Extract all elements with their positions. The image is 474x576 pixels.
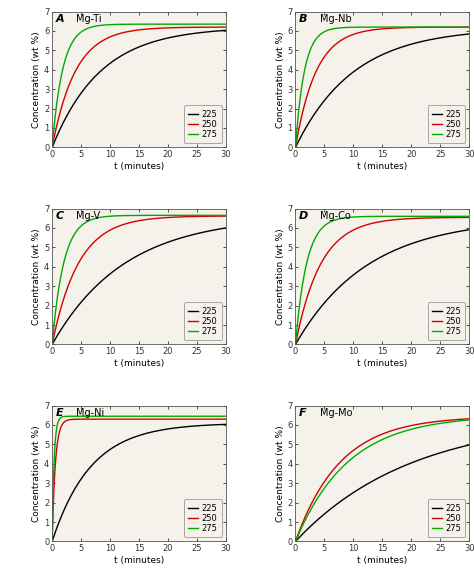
- Y-axis label: Concentration (wt %): Concentration (wt %): [275, 31, 284, 128]
- Legend: 225, 250, 275: 225, 250, 275: [184, 105, 222, 143]
- Y-axis label: Concentration (wt %): Concentration (wt %): [32, 31, 41, 128]
- Text: B: B: [299, 14, 308, 24]
- Text: A: A: [55, 14, 64, 24]
- Legend: 225, 250, 275: 225, 250, 275: [428, 302, 465, 340]
- Legend: 225, 250, 275: 225, 250, 275: [184, 302, 222, 340]
- Legend: 225, 250, 275: 225, 250, 275: [428, 499, 465, 537]
- X-axis label: t (minutes): t (minutes): [357, 556, 408, 565]
- X-axis label: t (minutes): t (minutes): [114, 162, 164, 171]
- Legend: 225, 250, 275: 225, 250, 275: [184, 499, 222, 537]
- Text: Mg-Mo: Mg-Mo: [320, 408, 352, 418]
- Y-axis label: Concentration (wt %): Concentration (wt %): [32, 425, 41, 522]
- Legend: 225, 250, 275: 225, 250, 275: [428, 105, 465, 143]
- Text: Mg-Ni: Mg-Ni: [76, 408, 105, 418]
- Y-axis label: Concentration (wt %): Concentration (wt %): [32, 228, 41, 325]
- Y-axis label: Concentration (wt %): Concentration (wt %): [275, 228, 284, 325]
- X-axis label: t (minutes): t (minutes): [357, 359, 408, 368]
- X-axis label: t (minutes): t (minutes): [114, 556, 164, 565]
- Text: Mg-Ti: Mg-Ti: [76, 14, 102, 24]
- X-axis label: t (minutes): t (minutes): [357, 162, 408, 171]
- X-axis label: t (minutes): t (minutes): [114, 359, 164, 368]
- Text: E: E: [55, 408, 63, 418]
- Text: C: C: [55, 211, 64, 221]
- Text: F: F: [299, 408, 307, 418]
- Y-axis label: Concentration (wt %): Concentration (wt %): [275, 425, 284, 522]
- Text: Mg-Co: Mg-Co: [320, 211, 351, 221]
- Text: Mg-V: Mg-V: [76, 211, 100, 221]
- Text: Mg-Nb: Mg-Nb: [320, 14, 352, 24]
- Text: D: D: [299, 211, 308, 221]
